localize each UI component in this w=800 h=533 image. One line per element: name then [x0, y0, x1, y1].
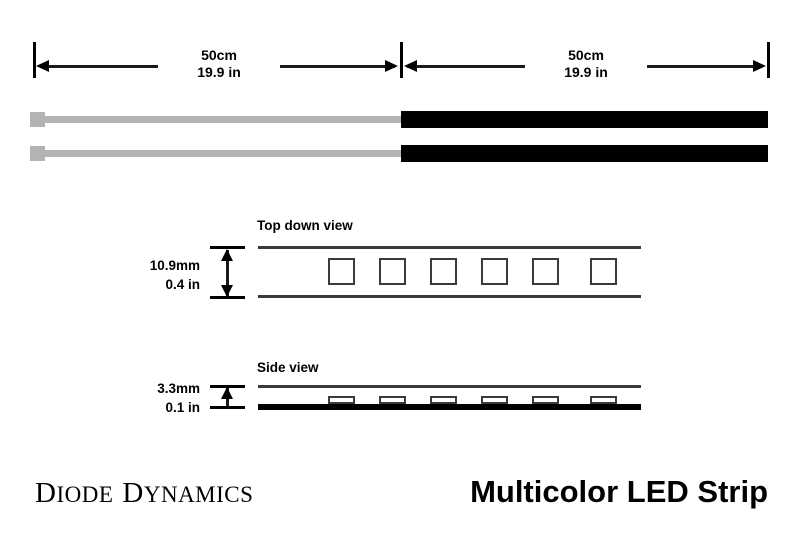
side-view-led	[430, 396, 457, 404]
lead-wire-1	[44, 116, 402, 123]
dimension-tick-left	[33, 42, 36, 78]
top-down-led	[430, 258, 457, 285]
length-dimension-label-left: 50cm 19.9 in	[158, 47, 280, 81]
brand-logo: DIODE DYNAMICS	[35, 477, 253, 510]
side-arrowhead-up	[221, 387, 233, 399]
side-view-top-rail	[258, 385, 641, 388]
top-down-view-heading: Top down view	[257, 218, 353, 233]
brand-word2-rest: YNAMICS	[143, 482, 254, 507]
product-title: Multicolor LED Strip	[470, 474, 768, 509]
connector-block-2	[30, 146, 45, 161]
top-down-arrowhead-down	[221, 285, 233, 297]
top-down-led	[532, 258, 559, 285]
top-down-led	[328, 258, 355, 285]
side-view-led	[328, 396, 355, 404]
top-down-led	[379, 258, 406, 285]
brand-word1-initial: D	[35, 477, 57, 509]
dimension-arrowhead-left-inner	[385, 60, 398, 72]
dimension-arrowhead-right	[753, 60, 766, 72]
top-down-dim-cap-bottom	[210, 296, 245, 299]
top-down-rail-lower	[258, 295, 641, 298]
top-down-led	[590, 258, 617, 285]
length-imperial-right: 19.9 in	[564, 64, 608, 80]
connector-block-1	[30, 112, 45, 127]
top-down-measure-metric: 10.9mm	[149, 258, 200, 273]
top-down-arrowhead-up	[221, 249, 233, 261]
brand-word1-rest: IODE	[56, 482, 114, 507]
dimension-tick-right	[767, 42, 770, 78]
side-view-led	[379, 396, 406, 404]
top-down-measure-imperial: 0.4 in	[165, 277, 200, 292]
side-view-heading: Side view	[257, 360, 319, 375]
length-dimension-label-right: 50cm 19.9 in	[525, 47, 647, 81]
side-dim-cap-bottom	[210, 406, 245, 409]
lead-wire-2	[44, 150, 402, 157]
led-strip-body-2	[401, 145, 768, 162]
brand-word2-initial: D	[122, 477, 144, 509]
top-down-dim-cap-top	[210, 246, 245, 249]
dimension-arrowhead-right-inner	[404, 60, 417, 72]
top-down-measurement-label: 10.9mm 0.4 in	[118, 256, 200, 294]
top-down-dim-line	[226, 250, 229, 296]
side-dim-cap-top	[210, 385, 245, 388]
top-down-led	[481, 258, 508, 285]
side-measure-metric: 3.3mm	[157, 381, 200, 396]
side-view-led	[481, 396, 508, 404]
top-down-rail-upper	[258, 246, 641, 249]
led-strip-body-1	[401, 111, 768, 128]
length-metric-left: 50cm	[201, 47, 237, 63]
side-view-led	[532, 396, 559, 404]
dimension-arrowhead-left	[36, 60, 49, 72]
dimension-tick-center	[400, 42, 403, 78]
length-metric-right: 50cm	[568, 47, 604, 63]
side-view-led	[590, 396, 617, 404]
side-view-measurement-label: 3.3mm 0.1 in	[118, 379, 200, 417]
length-imperial-left: 19.9 in	[197, 64, 241, 80]
side-view-base	[258, 404, 641, 410]
side-measure-imperial: 0.1 in	[165, 400, 200, 415]
